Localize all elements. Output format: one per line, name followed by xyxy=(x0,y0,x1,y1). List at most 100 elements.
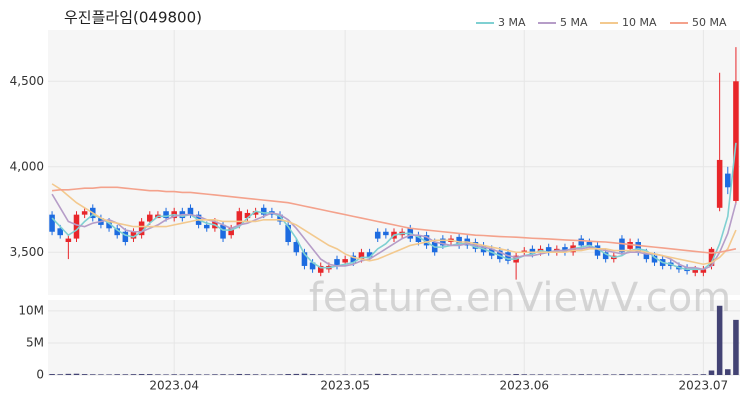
candle-body xyxy=(651,255,658,263)
watermark: feature.enViewV.com xyxy=(309,275,731,321)
candle-body xyxy=(716,159,723,208)
candle-body xyxy=(692,269,698,273)
legend-label: 10 MA xyxy=(622,16,657,29)
volume-bar xyxy=(269,374,275,375)
volume-bar xyxy=(49,374,55,375)
volume-bar xyxy=(733,319,739,375)
volume-tick-label: 5M xyxy=(26,335,44,349)
candle-body xyxy=(456,236,462,246)
volume-bar xyxy=(480,374,487,375)
candle-body xyxy=(228,228,234,236)
volume-bar xyxy=(594,374,601,375)
volume-bar xyxy=(513,374,519,375)
candle-body xyxy=(529,248,536,254)
x-tick-label: 2023.05 xyxy=(320,379,370,393)
volume-bar xyxy=(114,374,120,375)
volume-bar xyxy=(122,374,129,375)
legend-label: 5 MA xyxy=(560,16,588,29)
candle-body xyxy=(415,235,422,242)
volume-bar xyxy=(374,373,381,375)
volume-bar xyxy=(301,373,308,375)
candle-body xyxy=(130,231,137,239)
candle-body xyxy=(440,238,446,246)
price-panel xyxy=(48,30,740,295)
volume-bar xyxy=(521,374,528,375)
volume-bar xyxy=(627,374,633,375)
candle-body xyxy=(146,214,153,222)
volume-bar xyxy=(155,374,161,375)
volume-panel xyxy=(48,300,740,375)
candle-body xyxy=(358,252,365,260)
volume-bar xyxy=(586,374,593,375)
volume-bar xyxy=(138,374,145,375)
volume-bar xyxy=(716,305,723,375)
volume-bar xyxy=(285,374,291,375)
candle-body xyxy=(725,173,731,188)
plot xyxy=(49,47,739,375)
candle-body xyxy=(708,248,715,266)
candle-body xyxy=(700,269,707,273)
volume-bar xyxy=(407,374,414,375)
volume-bar xyxy=(448,374,454,375)
volume-bar xyxy=(252,374,259,375)
candle-body xyxy=(187,207,194,215)
candle-body xyxy=(73,214,80,239)
volume-bar xyxy=(431,374,438,375)
volume-tick-label: 0 xyxy=(36,368,44,382)
ma-line xyxy=(51,183,737,266)
candle-body xyxy=(643,252,650,260)
x-tick-label: 2023.06 xyxy=(499,379,549,393)
x-tick-label: 2023.04 xyxy=(149,379,199,393)
candle-body xyxy=(521,250,528,253)
volume-bar xyxy=(130,374,137,375)
candle-body xyxy=(374,231,381,239)
volume-bar xyxy=(415,374,422,375)
ma-line xyxy=(51,193,737,271)
candle-body xyxy=(163,211,169,219)
volume-bar xyxy=(106,374,112,375)
volume-bar xyxy=(423,374,430,375)
x-tick-label: 2023.07 xyxy=(679,379,729,393)
volume-bar xyxy=(171,374,177,375)
volume-bar xyxy=(212,374,218,375)
volume-bar xyxy=(505,374,511,375)
candle-body xyxy=(423,235,430,246)
candle-body xyxy=(366,252,373,258)
candle-body xyxy=(57,228,63,236)
volume-bar xyxy=(529,374,536,375)
candle-body xyxy=(309,262,316,270)
volume-bar xyxy=(309,374,316,375)
ma-line xyxy=(51,186,737,254)
volume-bar xyxy=(545,374,552,375)
candle-body xyxy=(81,211,88,215)
candle-body xyxy=(49,214,55,232)
volume-bar xyxy=(236,373,243,375)
candle-body xyxy=(545,247,552,253)
volume-tick-label: 10M xyxy=(18,303,44,317)
candle-body xyxy=(602,252,609,260)
candle-body xyxy=(65,238,72,242)
volume-bar xyxy=(187,374,194,375)
candle-body xyxy=(562,247,568,253)
volume-bar xyxy=(651,374,658,375)
candle-body xyxy=(203,224,210,229)
ma-line xyxy=(51,142,737,271)
volume-bar xyxy=(163,374,169,375)
volume-bar xyxy=(488,374,495,375)
volume-bar xyxy=(643,374,650,375)
volume-bar xyxy=(350,374,357,375)
volume-bar xyxy=(244,374,251,375)
volume-bar xyxy=(578,374,585,375)
volume-bar xyxy=(90,374,96,375)
candle-body xyxy=(317,265,324,273)
volume-bar xyxy=(57,374,63,375)
candle-body xyxy=(138,221,145,236)
volume-bar xyxy=(554,374,560,375)
volume-bar xyxy=(456,374,462,375)
volume-bar xyxy=(570,374,576,375)
candle-body xyxy=(635,242,642,253)
candle-body xyxy=(383,231,389,236)
chart-title: 우진플라임(049800) xyxy=(64,9,202,27)
volume-bar xyxy=(602,374,609,375)
volume-bar xyxy=(692,374,698,375)
